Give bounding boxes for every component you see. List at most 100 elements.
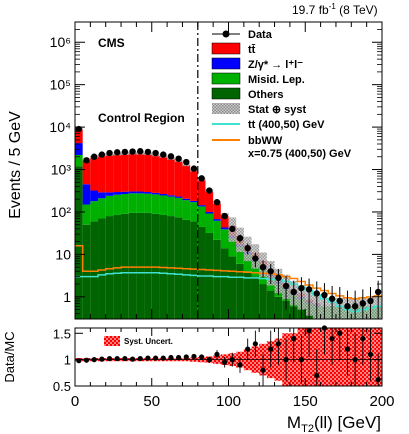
main-x-ticks <box>74 22 383 319</box>
ratio-point <box>237 362 243 368</box>
x-axis-label: MT2(ll) [GeV] <box>287 413 381 434</box>
data-point <box>144 148 152 156</box>
legend-stat-syst-label: Stat ⊕ syst <box>248 104 306 116</box>
ratio-point <box>252 341 258 347</box>
bar-others <box>259 284 267 319</box>
data-point <box>90 153 98 160</box>
ratio-point <box>160 355 166 361</box>
x-tick-label: 150 <box>293 393 318 410</box>
bar-z-l-l <box>174 196 183 198</box>
main-y-ticks: 1 10 10² 10³ 10⁴ 10⁵ 10⁶ <box>49 29 382 315</box>
ratio-point <box>275 341 281 347</box>
ratio-point <box>337 330 343 336</box>
data-point <box>152 149 159 157</box>
data-point <box>137 148 144 155</box>
main-plot: 1 10 10² 10³ 10⁴ 10⁵ 10⁶ CMS Control Region Ev… <box>7 21 383 320</box>
bar-z-l-l <box>128 191 137 194</box>
data-point <box>244 244 251 252</box>
bar-others <box>90 221 99 319</box>
bar-misid-lep <box>197 206 206 227</box>
data-point <box>282 282 290 290</box>
bar-tt <box>144 153 152 193</box>
legend-dy-swatch <box>211 57 241 70</box>
data-point <box>114 149 121 156</box>
bar-tt <box>75 128 83 144</box>
ratio-y-tick-label: 1.5 <box>53 326 71 341</box>
data-point <box>129 148 136 155</box>
data-point <box>167 153 175 160</box>
bar-z-l-l <box>113 192 122 195</box>
ratio-point <box>206 357 212 363</box>
bar-others <box>190 221 198 319</box>
bar-tt <box>82 159 91 185</box>
data-point <box>344 303 351 310</box>
main-y-tick-label: 10 <box>55 246 71 262</box>
bar-misid-lep <box>159 195 168 215</box>
bar-misid-lep <box>205 213 214 233</box>
bar-tt <box>190 169 198 201</box>
bar-tt <box>205 190 214 212</box>
bar-others <box>282 300 290 319</box>
bar-tt <box>90 156 99 191</box>
ratio-point <box>344 346 351 352</box>
ratio-x-ticks: 0 50 100 150 200 <box>71 328 395 410</box>
ratio-point <box>298 357 305 363</box>
ratio-y-axis-label: Data/MC <box>2 331 17 382</box>
legend-ttbar-label: tt̄ <box>248 44 256 56</box>
bar-misid-lep <box>151 194 160 214</box>
bar-z-l-l <box>136 191 145 194</box>
bar-z-l-l <box>190 200 198 203</box>
bar-z-l-l <box>82 184 91 205</box>
legend-dy-label: Z/γ* → l⁺l⁻ <box>248 59 303 71</box>
ratio-point <box>283 357 289 363</box>
bar-tt <box>136 152 145 192</box>
bar-misid-lep <box>98 198 106 219</box>
bar-misid-lep <box>243 254 252 272</box>
data-point <box>290 288 297 296</box>
legend-others-swatch <box>211 87 241 100</box>
bar-tt <box>151 154 160 193</box>
ratio-point <box>214 351 220 357</box>
bar-others <box>243 271 252 319</box>
bar-tt <box>213 202 221 220</box>
main-y-tick-label: 10⁴ <box>49 119 71 135</box>
data-point <box>221 212 228 220</box>
x-tick-label: 0 <box>71 393 79 410</box>
legend-data-label: Data <box>248 29 273 41</box>
bar-misid-lep <box>90 201 99 222</box>
ratio-point <box>114 355 120 362</box>
bar-misid-lep <box>213 220 221 240</box>
bar-z-l-l <box>220 227 229 230</box>
ratio-point <box>176 354 182 361</box>
legend-misid-swatch <box>211 72 241 85</box>
legend-others-label: Others <box>248 89 283 101</box>
bar-z-l-l <box>159 194 168 196</box>
bar-misid-lep <box>228 238 237 257</box>
ratio-plot: 0.5 1 1.5 0 50 100 150 200 Syst. Uncert. Data/… <box>2 325 395 434</box>
bar-others <box>251 276 260 319</box>
ratio-point <box>367 351 374 357</box>
bar-misid-lep <box>82 204 91 225</box>
ratio-point <box>199 354 205 360</box>
bar-others <box>98 218 106 319</box>
bar-misid-lep <box>190 202 198 222</box>
ratio-point <box>137 355 143 362</box>
ratio-point <box>360 335 366 342</box>
syst-uncert-bin <box>320 328 329 386</box>
main-y-tick-label: 1 <box>63 289 71 305</box>
ratio-point <box>314 372 320 379</box>
ratio-point <box>83 357 90 363</box>
y-axis-label: Events / 5 GeV <box>7 111 24 219</box>
bar-misid-lep <box>75 155 83 167</box>
data-point <box>183 158 190 166</box>
ratio-y-tick-label: 0.5 <box>53 379 71 394</box>
bar-misid-lep <box>144 193 152 213</box>
ratio-point <box>306 328 312 334</box>
ratio-point <box>375 377 381 383</box>
bar-z-l-l <box>144 192 152 194</box>
legend-stat-syst-swatch <box>212 103 240 114</box>
legend-misid-label: Misid. Lep. <box>248 74 305 86</box>
data-point <box>190 165 198 172</box>
x-tick-label: 200 <box>369 393 394 410</box>
